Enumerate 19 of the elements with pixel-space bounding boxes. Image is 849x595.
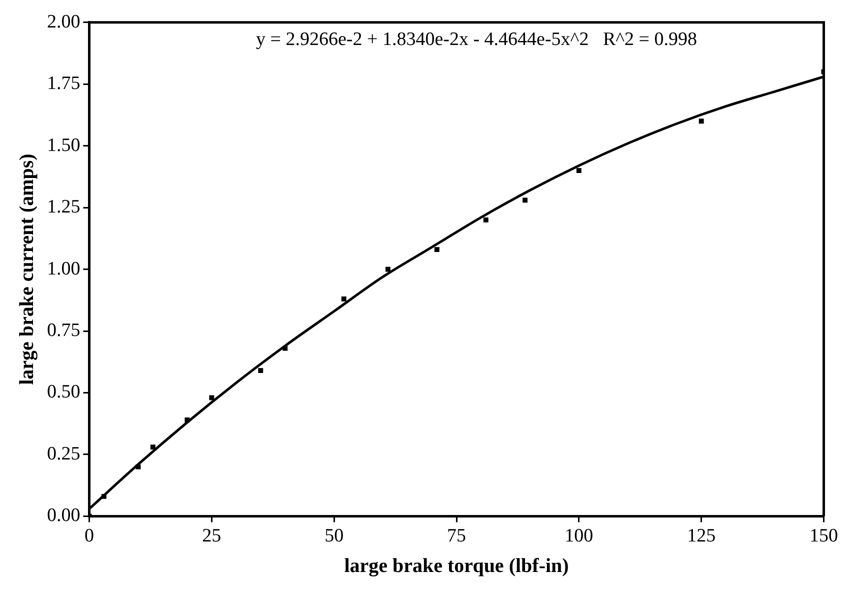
y-tick-label: 0.75 <box>47 320 80 342</box>
x-tick-label: 75 <box>447 526 466 547</box>
y-tick-label: 0.00 <box>47 505 80 526</box>
y-tick-label: 0.25 <box>47 443 80 464</box>
x-tick-label: 100 <box>564 526 594 547</box>
x-tick-label: 25 <box>202 526 222 547</box>
y-axis-title: large brake current (amps) <box>16 154 38 385</box>
y-tick-label: 1.25 <box>47 196 80 218</box>
y-tick-label: 1.75 <box>47 73 80 94</box>
x-tick-label: 150 <box>810 526 838 547</box>
x-tick-label: 50 <box>324 526 344 547</box>
x-axis-title: large brake torque (lbf-in) <box>344 555 569 578</box>
x-tick-label: 125 <box>687 526 716 547</box>
y-tick-label: 2.00 <box>47 11 80 32</box>
y-tick-label: 1.50 <box>47 134 80 156</box>
y-tick-label: 0.50 <box>47 382 80 403</box>
x-tick-label: 0 <box>84 526 94 547</box>
annotation: y = 2.9266e-2 + 1.8340e-2x - 4.4644e-5x^2 R^2 = 0.998 <box>256 28 698 50</box>
y-tick-label: 1.00 <box>47 258 80 280</box>
